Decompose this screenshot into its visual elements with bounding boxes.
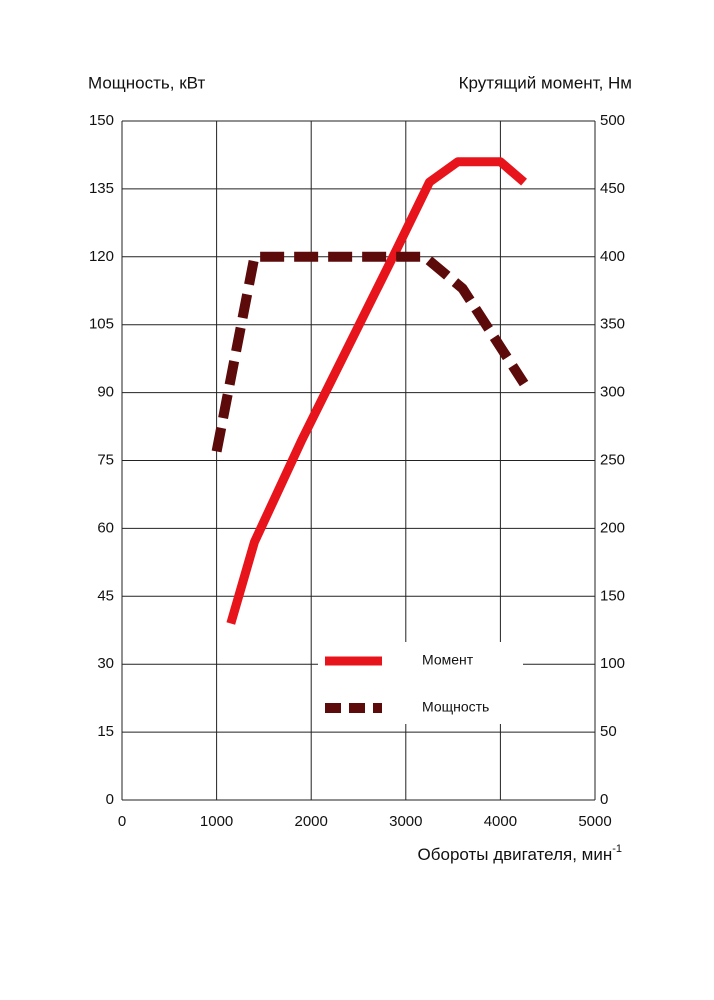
x-axis-label-sup: -1 — [612, 843, 622, 855]
y-tick-label: 90 — [97, 384, 114, 401]
x-tick-label: 4000 — [484, 813, 517, 830]
legend-label: Мощность — [422, 699, 489, 715]
y-tick-label: 120 — [89, 248, 114, 265]
y-tick-label: 105 — [89, 316, 114, 333]
y2-tick-label: 50 — [600, 723, 617, 740]
y-tick-label: 150 — [89, 112, 114, 129]
y-tick-label: 0 — [106, 791, 114, 808]
x-tick-label: 3000 — [389, 813, 422, 830]
y-tick-label: 45 — [97, 587, 114, 604]
y-tick-label: 135 — [89, 180, 114, 197]
y2-tick-label: 300 — [600, 384, 625, 401]
y-tick-label: 15 — [97, 723, 114, 740]
y-axis-label: Мощность, кВт — [88, 73, 205, 92]
y2-tick-label: 0 — [600, 791, 608, 808]
legend-box — [318, 642, 523, 724]
y2-tick-label: 450 — [600, 180, 625, 197]
y2-tick-label: 500 — [600, 112, 625, 129]
y2-tick-label: 150 — [600, 587, 625, 604]
x-tick-label: 0 — [118, 813, 126, 830]
y-tick-label: 75 — [97, 451, 114, 468]
y2-tick-label: 250 — [600, 451, 625, 468]
series-line — [226, 157, 527, 625]
x-tick-label: 5000 — [578, 813, 611, 830]
x-tick-label: 1000 — [200, 813, 233, 830]
y2-tick-label: 200 — [600, 519, 625, 536]
x-tick-label: 2000 — [295, 813, 328, 830]
y2-axis-label: Крутящий момент, Нм — [459, 73, 632, 92]
y2-tick-label: 400 — [600, 248, 625, 265]
series-line — [211, 251, 529, 453]
legend-label: Момент — [422, 652, 474, 668]
x-axis-label: Обороты двигателя, мин-1 — [418, 843, 622, 865]
y2-tick-label: 100 — [600, 655, 625, 672]
y2-tick-label: 350 — [600, 316, 625, 333]
y-tick-label: 30 — [97, 655, 114, 672]
y-tick-label: 60 — [97, 519, 114, 536]
x-axis-label-main: Обороты двигателя, мин — [418, 845, 613, 864]
